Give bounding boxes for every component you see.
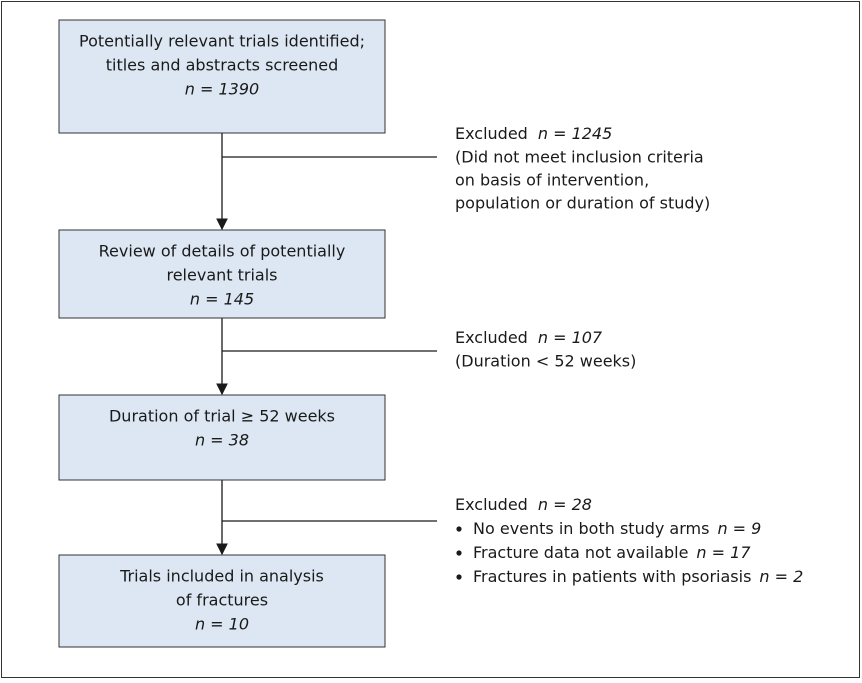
exclusion-heading: Excluded n = 28 — [455, 495, 592, 514]
exclusion-heading: Excluded n = 107 — [455, 328, 603, 347]
exclusion-count: n = 107 — [538, 328, 603, 347]
item-count: n = 9 — [717, 519, 761, 538]
flow-box — [58, 554, 386, 648]
exclusion-label: Excluded — [455, 495, 528, 514]
exclusion-detail: on basis of intervention, — [455, 171, 649, 190]
box-count: n = 145 — [190, 290, 254, 309]
exclusion-detail: (Did not meet inclusion criteria — [455, 148, 704, 167]
exclusion-count: n = 1245 — [538, 124, 612, 143]
exclusion-detail: (Duration < 52 weeks) — [455, 352, 636, 371]
box-text: Review of details of potentially — [99, 242, 346, 261]
exclusion-item: Fracture data not available n = 17 — [473, 543, 751, 562]
box-text: Trials included in analysis — [119, 567, 324, 586]
exclusion-label: Excluded — [455, 328, 528, 347]
exclusion-count: n = 28 — [538, 495, 592, 514]
item-count: n = 17 — [696, 543, 751, 562]
item-text: Fracture data not available — [473, 543, 688, 562]
exclusion-item: Fractures in patients with psoriasis n = … — [473, 567, 803, 586]
bullet — [456, 526, 462, 532]
box-text: Duration of trial ≥ 52 weeks — [109, 407, 335, 426]
item-text: No events in both study arms — [473, 519, 709, 538]
box-text: Potentially relevant trials identified; — [79, 32, 365, 51]
exclusion-item: No events in both study arms n = 9 — [473, 519, 761, 538]
box-count: n = 38 — [195, 431, 249, 450]
box-text: of fractures — [176, 591, 268, 610]
flow-box — [58, 394, 386, 481]
flow-box — [58, 229, 386, 319]
bullet — [456, 550, 462, 556]
box-count: n = 10 — [195, 615, 249, 634]
exclusion-label: Excluded — [455, 124, 528, 143]
item-text: Fractures in patients with psoriasis — [473, 567, 751, 586]
box-text: titles and abstracts screened — [106, 56, 339, 75]
box-count: n = 1390 — [185, 80, 259, 99]
exclusion-heading: Excluded n = 1245 — [455, 124, 612, 143]
bullet — [456, 574, 462, 580]
item-count: n = 2 — [759, 567, 803, 586]
box-text: relevant trials — [166, 266, 277, 285]
flow-box — [58, 19, 386, 134]
exclusion-detail: population or duration of study) — [455, 194, 710, 213]
